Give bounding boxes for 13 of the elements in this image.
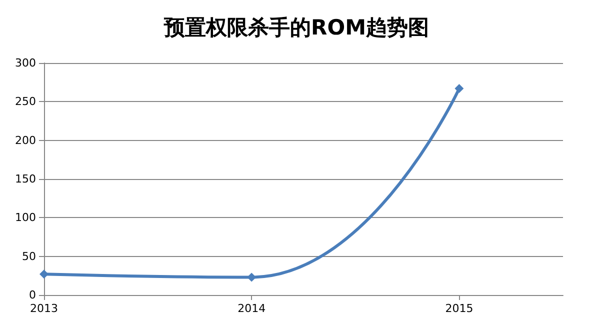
y-tick-label: 0 bbox=[29, 288, 36, 302]
y-tick-label: 300 bbox=[15, 56, 36, 70]
x-tick-label: 2015 bbox=[445, 302, 474, 315]
y-tick-label: 150 bbox=[15, 172, 36, 186]
y-tick-label: 250 bbox=[15, 95, 36, 108]
y-tick-label: 50 bbox=[22, 250, 36, 263]
x-tick-label: 2014 bbox=[238, 302, 266, 315]
point bbox=[40, 270, 48, 279]
point bbox=[454, 84, 464, 94]
chart-title: 预置权限杀手的ROM趋势图 bbox=[163, 16, 429, 40]
y-tick-label: 100 bbox=[15, 211, 36, 224]
y-tick-label: 200 bbox=[15, 134, 36, 147]
x-tick-label: 2013 bbox=[30, 302, 58, 315]
